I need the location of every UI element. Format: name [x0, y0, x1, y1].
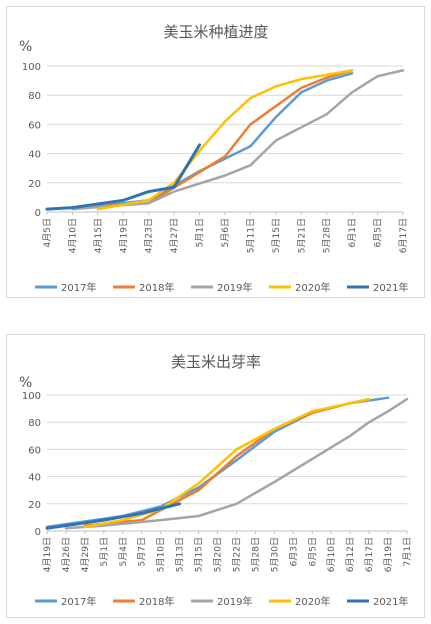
- planting-progress-chart: 美玉米种植进度 % 0 20 40 60 80 100 4月5日 4月10日 4月15日 4月19…: [19, 23, 409, 294]
- planting-progress-chart-panel: 美玉米种植进度 % 0 20 40 60 80 100 4月5日 4月10日 4月15日 4月19…: [6, 6, 425, 298]
- x-tick-label: 5月1日: [99, 537, 110, 566]
- x-tick-label: 4月19日: [118, 218, 129, 253]
- x-tick-label: 5月15日: [194, 537, 205, 572]
- x-tick-label: 5月21日: [296, 218, 307, 253]
- x-tick-label: 5月20日: [213, 537, 224, 572]
- x-tick-label: 5月28日: [322, 218, 333, 253]
- y-tick-label: 60: [28, 120, 41, 131]
- series-line-2020年: [83, 397, 371, 529]
- legend-label: 2017年: [61, 281, 96, 294]
- x-tick-label: 5月22日: [231, 537, 242, 572]
- y-unit-label: %: [19, 375, 32, 391]
- x-tick-label: 5月7日: [137, 537, 148, 566]
- chart-title: 美玉米出芽率: [171, 353, 261, 371]
- y-unit-label: %: [19, 39, 32, 55]
- series-line-2019年: [64, 397, 409, 530]
- x-tick-label: 6月12日: [345, 537, 356, 572]
- y-tick-label: 60: [28, 445, 41, 456]
- x-tick-label: 6月5日: [307, 537, 318, 566]
- y-tick-label: 80: [28, 418, 41, 429]
- y-tick-label: 0: [35, 527, 41, 538]
- x-tick-label: 5月15日: [271, 218, 282, 253]
- series-line-2021年: [45, 502, 182, 530]
- y-tick-label: 40: [28, 473, 41, 484]
- y-tick-label: 20: [28, 500, 41, 511]
- x-tick-label: 6月10日: [326, 537, 337, 572]
- x-tick-label: 4月23日: [144, 218, 155, 253]
- x-tick-label: 4月27日: [169, 218, 180, 253]
- series-line-2017年: [45, 72, 354, 211]
- series-line-2019年: [71, 69, 405, 211]
- x-tick-label: 4月10日: [67, 218, 78, 253]
- emergence-rate-chart-panel: 美玉米出芽率 % 0 20 40 60 80 100 4月19日 4月26日 4月29日 5月1日…: [6, 334, 425, 618]
- x-tick-label: 6月5日: [373, 218, 384, 247]
- series-line-2018年: [71, 69, 354, 209]
- series-line-2017年: [45, 396, 390, 529]
- x-tick-label: 6月17日: [364, 537, 375, 572]
- x-tick-label: 5月28日: [250, 537, 261, 572]
- chart-title: 美玉米种植进度: [163, 23, 268, 41]
- y-tick-label: 40: [28, 150, 41, 161]
- legend-label: 2017年: [61, 595, 96, 608]
- y-tick-label: 100: [22, 391, 41, 402]
- legend-label: 2021年: [373, 595, 408, 608]
- x-tick-label: 5月1日: [195, 218, 206, 247]
- legend-label: 2020年: [295, 595, 330, 608]
- legend-label: 2018年: [139, 281, 174, 294]
- legend-label: 2019年: [217, 595, 252, 608]
- y-tick-label: 80: [28, 91, 41, 102]
- x-tick-label: 5月30日: [269, 537, 280, 572]
- y-tick-label: 20: [28, 179, 41, 190]
- series-line-2020年: [96, 69, 354, 211]
- y-tick-label: 100: [22, 62, 41, 73]
- legend-label: 2020年: [295, 281, 330, 294]
- x-tick-label: 5月6日: [220, 218, 231, 247]
- legend-label: 2018年: [139, 595, 174, 608]
- series-line-2021年: [45, 143, 202, 211]
- x-tick-label: 7月1日: [402, 537, 413, 566]
- x-tick-label: 4月5日: [42, 218, 53, 247]
- x-tick-label: 5月10日: [156, 537, 167, 572]
- legend-label: 2019年: [217, 281, 252, 294]
- x-tick-label: 6月17日: [398, 218, 409, 253]
- x-tick-label: 5月11日: [245, 218, 256, 253]
- x-tick-label: 4月29日: [80, 537, 91, 572]
- x-tick-label: 6月19日: [383, 537, 394, 572]
- y-tick-label: 0: [35, 208, 41, 219]
- emergence-rate-chart: 美玉米出芽率 % 0 20 40 60 80 100 4月19日 4月26日 4月29日 5月1日…: [19, 353, 413, 608]
- x-tick-label: 4月19日: [42, 537, 53, 572]
- legend-label: 2021年: [373, 281, 408, 294]
- x-tick-label: 6月3日: [288, 537, 299, 566]
- x-tick-label: 5月13日: [175, 537, 186, 572]
- x-tick-label: 5月4日: [118, 537, 129, 566]
- x-tick-label: 6月1日: [347, 218, 358, 247]
- x-tick-label: 4月15日: [93, 218, 104, 253]
- x-tick-label: 4月26日: [61, 537, 72, 572]
